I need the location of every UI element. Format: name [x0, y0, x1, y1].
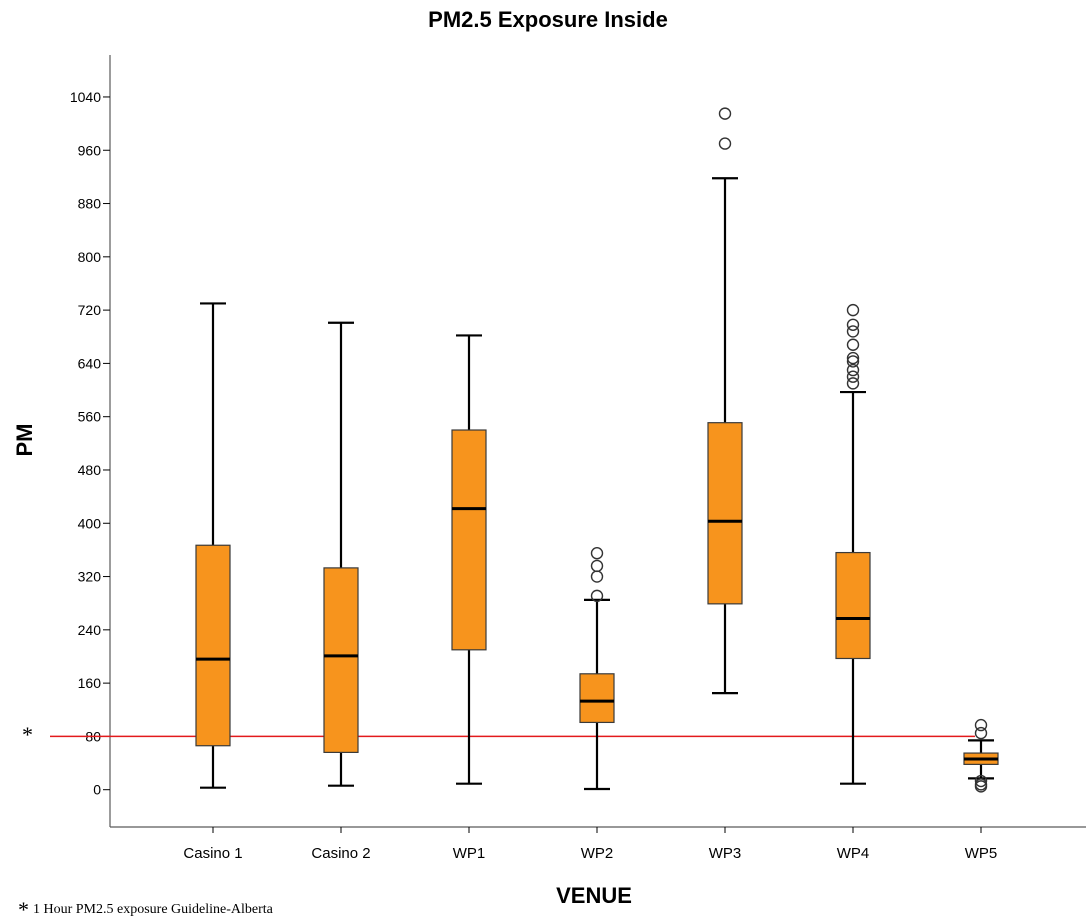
footnote-text: 1 Hour PM2.5 exposure Guideline-Alberta [33, 902, 273, 917]
y-axis-title: PM [12, 424, 37, 457]
y-tick-label: 720 [78, 302, 102, 318]
x-tick-label: WP2 [581, 845, 614, 862]
x-tick-label: WP4 [837, 845, 870, 862]
box-wp1 [451, 334, 487, 785]
box-wp2 [579, 547, 615, 791]
x-axis-ticks: Casino 1 Casino 2 WP1 WP2 WP3 WP4 WP5 [183, 827, 997, 862]
outlier-point [718, 137, 732, 150]
x-tick-label: WP3 [709, 845, 742, 862]
x-tick-label: WP5 [965, 845, 998, 862]
y-tick-label: 160 [78, 675, 102, 691]
outlier-point [974, 726, 988, 740]
y-tick-label: 320 [78, 569, 102, 585]
outlier-point [846, 325, 860, 338]
outlier-point [846, 318, 860, 331]
outlier-point [846, 363, 860, 377]
outlier-point [846, 370, 860, 383]
outlier-point [846, 355, 860, 368]
outlier-point [846, 338, 860, 351]
outlier-point [590, 559, 604, 573]
chart-title: PM2.5 Exposure Inside [428, 7, 668, 32]
outlier-point [846, 303, 860, 317]
outlier-point [590, 547, 604, 560]
outlier-point [974, 778, 988, 791]
outlier-point [974, 774, 988, 788]
outlier-point [590, 570, 604, 583]
outlier-point [718, 107, 732, 120]
iqr-box [579, 673, 615, 724]
outlier-point [846, 351, 860, 365]
y-tick-label: 400 [78, 515, 102, 531]
y-tick-label: 880 [78, 196, 102, 212]
outlier-point [590, 589, 604, 603]
box-casino-2 [323, 321, 359, 787]
y-tick-label: 480 [78, 462, 102, 478]
x-tick-label: Casino 2 [311, 845, 370, 862]
box-wp3 [707, 107, 743, 695]
iqr-box [835, 551, 871, 660]
x-axis-title: VENUE [556, 883, 632, 908]
iqr-box [707, 422, 743, 605]
x-tick-label: WP1 [453, 845, 486, 862]
box-wp4 [835, 303, 871, 785]
x-tick-label: Casino 1 [183, 845, 242, 862]
footnote-marker: * [18, 897, 29, 922]
iqr-box [195, 544, 231, 747]
y-tick-label: 0 [93, 782, 101, 798]
y-tick-label: 1040 [70, 89, 101, 105]
outlier-point [974, 718, 988, 732]
box-casino-1 [195, 302, 231, 789]
reference-line-marker: * [22, 722, 33, 747]
iqr-box [451, 429, 487, 651]
outlier-point [846, 377, 860, 390]
y-tick-label: 960 [78, 142, 102, 158]
y-tick-label: 560 [78, 409, 102, 425]
y-tick-label: 640 [78, 355, 102, 371]
box-wp5 [963, 718, 999, 793]
iqr-box [323, 567, 359, 753]
plot-frame [109, 55, 1086, 828]
box-series [195, 107, 999, 793]
y-tick-label: 240 [78, 622, 102, 638]
y-tick-label: 800 [78, 249, 102, 265]
footnote: * 1 Hour PM2.5 exposure Guideline-Alberta [18, 897, 273, 923]
